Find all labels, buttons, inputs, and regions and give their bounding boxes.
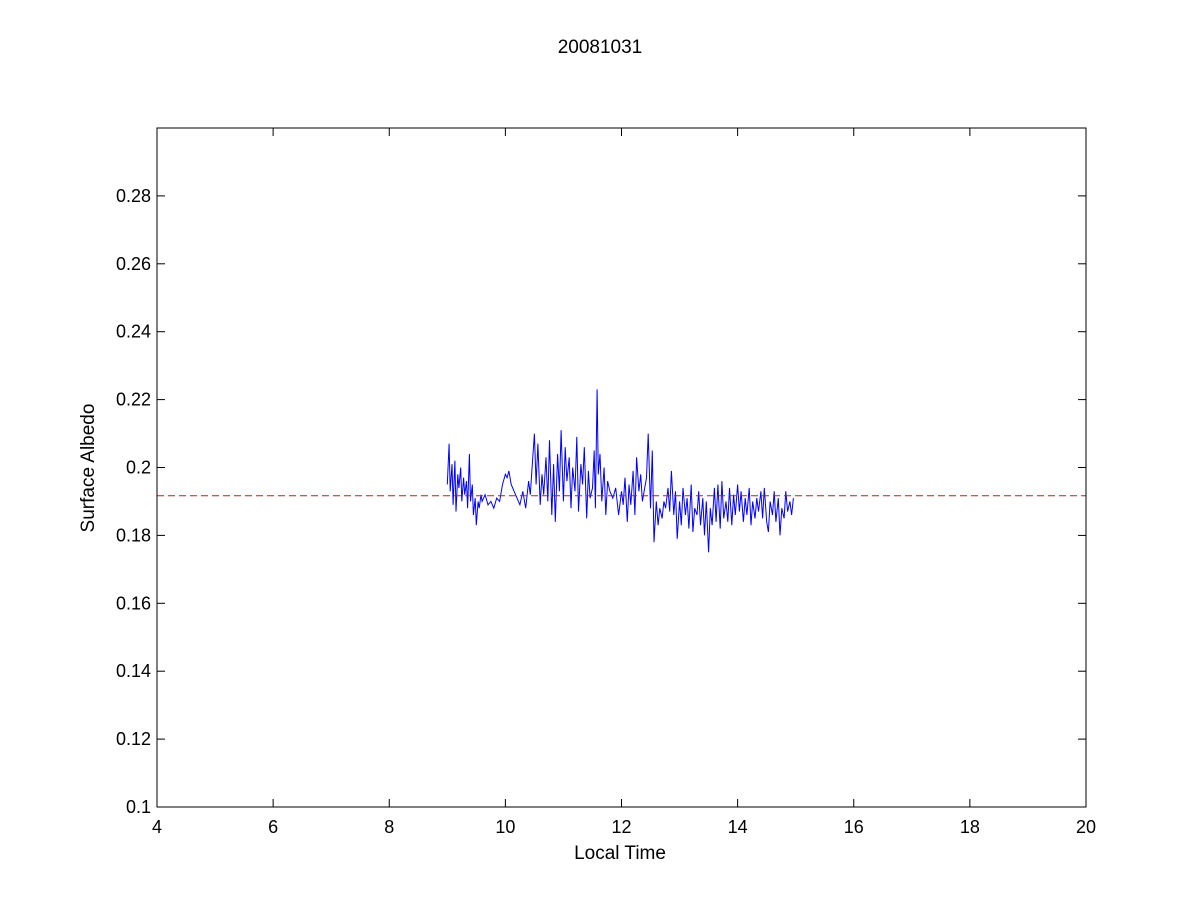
series-layer [157, 389, 1086, 553]
y-tick-label: 0.26 [116, 254, 151, 274]
y-tick-label: 0.16 [116, 593, 151, 613]
y-tick-label: 0.22 [116, 390, 151, 410]
y-tick-label: 0.18 [116, 525, 151, 545]
x-tick-label: 6 [268, 817, 278, 837]
x-tick-label: 20 [1076, 817, 1096, 837]
chart-title: 20081031 [558, 37, 643, 58]
x-tick-label: 4 [152, 817, 162, 837]
x-tick-label: 18 [960, 817, 980, 837]
y-tick-label: 0.12 [116, 729, 151, 749]
y-tick-label: 0.28 [116, 186, 151, 206]
y-axis-label: Surface Albedo [78, 404, 99, 533]
y-tick-label: 0.24 [116, 322, 151, 342]
x-tick-label: 10 [495, 817, 515, 837]
plot-area [157, 128, 1086, 807]
y-tick-label: 0.14 [116, 661, 151, 681]
albedo-series-line [446, 389, 794, 553]
x-axis-label: Local Time [574, 843, 666, 864]
x-tick-label: 14 [728, 817, 748, 837]
y-tick-label: 0.1 [126, 797, 151, 817]
y-tick-label: 0.2 [126, 458, 151, 478]
x-tick-label: 8 [384, 817, 394, 837]
tick-labels: 4 6 8 10 12 14 16 18 20 0.1 0.12 0.14 0.16 0.18 0.2 0.2… [116, 186, 1096, 837]
x-tick-label: 16 [844, 817, 864, 837]
x-tick-label: 12 [611, 817, 631, 837]
plot-frame [156, 127, 1087, 808]
